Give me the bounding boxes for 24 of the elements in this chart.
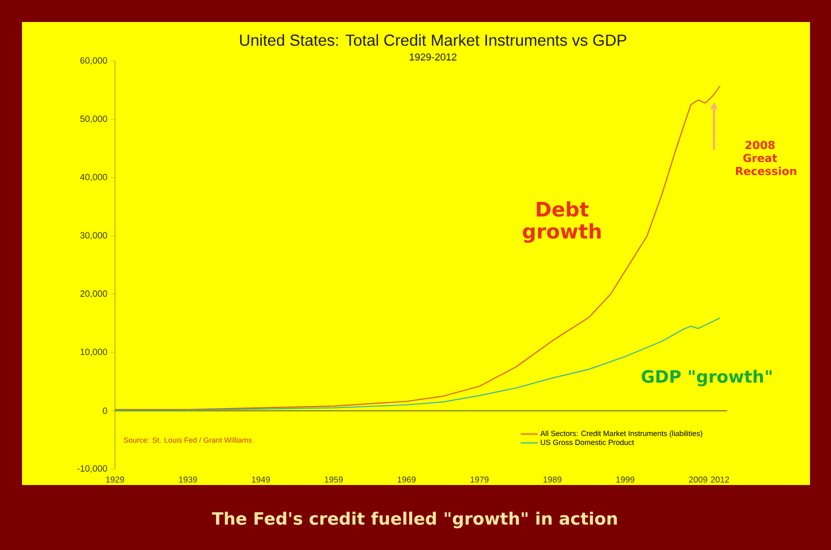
x-tick-label: 2009 (689, 476, 708, 483)
x-tick-label: 1999 (616, 476, 634, 483)
x-tick-label: 1989 (544, 476, 562, 483)
text: The Fed's credit fuelled "growth" in action (212, 512, 617, 528)
y-tick-label: 50,000 (80, 116, 108, 123)
y-tick-label: 30,000 (80, 232, 108, 240)
y-tick-label: -10,000 (77, 465, 108, 473)
y-tick-label: 0 (102, 408, 108, 414)
x-tick-label: 1959 (324, 476, 343, 483)
annotation: Debt growth (522, 201, 601, 243)
x-tick-label: 1939 (179, 476, 197, 483)
x-tick-label: 1969 (398, 476, 416, 483)
x-tick-label: 1949 (252, 476, 270, 483)
chart-title: United States: Total Credit Market Instruments vs GDP (240, 34, 626, 46)
annotation: GDP "growth" (642, 370, 772, 386)
chart-subtitle: 1929-2012 (410, 53, 456, 61)
x-tick-label: 2012 (710, 476, 730, 483)
y-tick-label: 10,000 (80, 348, 108, 356)
y-tick-label: 40,000 (80, 174, 108, 182)
x-tick-label: 1929 (106, 476, 124, 483)
text: 2008 Great Recession (736, 140, 796, 176)
y-tick-label: 20,000 (80, 290, 108, 298)
y-tick-label: 60,000 (80, 57, 108, 65)
x-tick-label: 1979 (470, 476, 489, 483)
